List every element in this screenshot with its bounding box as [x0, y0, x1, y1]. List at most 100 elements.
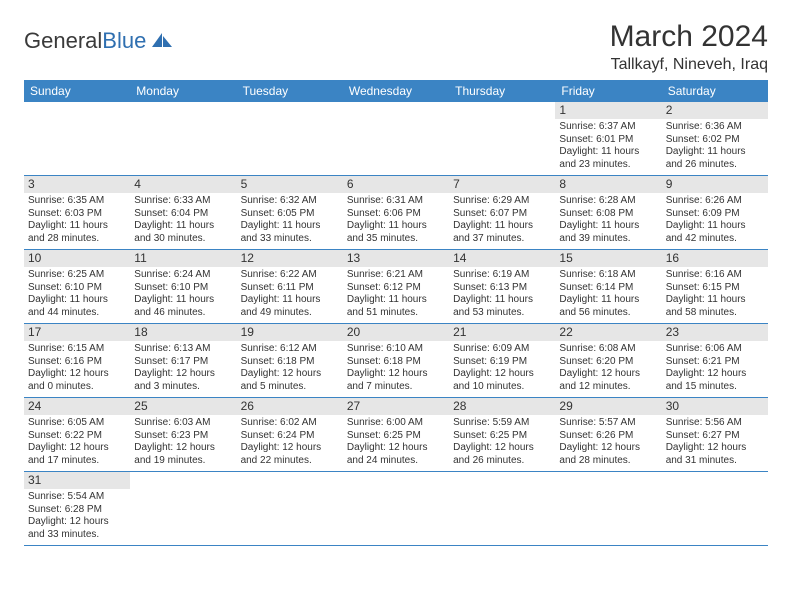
day-number: 12 [237, 250, 343, 267]
day-number: 3 [24, 176, 130, 193]
logo-text-2: Blue [102, 28, 146, 54]
day-details: Sunrise: 6:12 AMSunset: 6:18 PMDaylight:… [241, 343, 339, 393]
day-number: 14 [449, 250, 555, 267]
day-number: 16 [662, 250, 768, 267]
day-details: Sunrise: 6:37 AMSunset: 6:01 PMDaylight:… [559, 121, 657, 171]
calendar-day-cell: 13 Sunrise: 6:21 AMSunset: 6:12 PMDayligh… [343, 250, 449, 324]
calendar-week-row: 31Sunrise: 5:54 AMSunset: 6:28 PMDayligh… [24, 472, 768, 546]
calendar-day-cell: 26Sunrise: 6:02 AMSunset: 6:24 PMDayligh… [237, 398, 343, 472]
day-number: 8 [555, 176, 661, 193]
day-details: Sunrise: 5:57 AMSunset: 6:26 PMDaylight:… [559, 417, 657, 467]
day-number: 15 [555, 250, 661, 267]
calendar-empty-cell [237, 102, 343, 176]
calendar-empty-cell [130, 472, 236, 546]
calendar-week-row: 3 Sunrise: 6:35 AMSunset: 6:03 PMDaylight… [24, 176, 768, 250]
calendar-day-cell: 24 Sunrise: 6:05 AMSunset: 6:22 PMDayligh… [24, 398, 130, 472]
calendar-day-cell: 15 Sunrise: 6:18 AMSunset: 6:14 PMDayligh… [555, 250, 661, 324]
location: Tallkayf, Nineveh, Iraq [610, 56, 768, 74]
day-details: Sunrise: 6:00 AMSunset: 6:25 PMDaylight:… [347, 417, 445, 467]
day-details: Sunrise: 6:05 AMSunset: 6:22 PMDaylight:… [28, 417, 126, 467]
day-details: Sunrise: 6:32 AMSunset: 6:05 PMDaylight:… [241, 195, 339, 245]
calendar-week-row: 10 Sunrise: 6:25 AMSunset: 6:10 PMDayligh… [24, 250, 768, 324]
calendar-day-cell: 19 Sunrise: 6:12 AMSunset: 6:18 PMDayligh… [237, 324, 343, 398]
calendar-day-cell: 23 Sunrise: 6:06 AMSunset: 6:21 PMDayligh… [662, 324, 768, 398]
calendar-empty-cell [662, 472, 768, 546]
day-details: Sunrise: 6:21 AMSunset: 6:12 PMDaylight:… [347, 269, 445, 319]
logo-sail-icon [150, 31, 174, 49]
calendar-day-cell: 6Sunrise: 6:31 AMSunset: 6:06 PMDaylight… [343, 176, 449, 250]
day-number: 4 [130, 176, 236, 193]
day-details: Sunrise: 6:09 AMSunset: 6:19 PMDaylight:… [453, 343, 551, 393]
day-number: 6 [343, 176, 449, 193]
title-block: March 2024 Tallkayf, Nineveh, Iraq [610, 20, 768, 74]
calendar-week-row: 1 Sunrise: 6:37 AMSunset: 6:01 PMDaylight… [24, 102, 768, 176]
calendar-empty-cell [237, 472, 343, 546]
weekday-header: Wednesday [343, 80, 449, 102]
calendar-day-cell: 7 Sunrise: 6:29 AMSunset: 6:07 PMDaylight… [449, 176, 555, 250]
day-number: 24 [24, 398, 130, 415]
calendar-empty-cell [343, 102, 449, 176]
calendar-day-cell: 16 Sunrise: 6:16 AMSunset: 6:15 PMDayligh… [662, 250, 768, 324]
calendar-empty-cell [24, 102, 130, 176]
day-details: Sunrise: 6:18 AMSunset: 6:14 PMDaylight:… [559, 269, 657, 319]
day-number: 1 [555, 102, 661, 119]
calendar-day-cell: 9Sunrise: 6:26 AMSunset: 6:09 PMDaylight… [662, 176, 768, 250]
day-number: 21 [449, 324, 555, 341]
day-details: Sunrise: 6:28 AMSunset: 6:08 PMDaylight:… [559, 195, 657, 245]
day-details: Sunrise: 6:35 AMSunset: 6:03 PMDaylight:… [28, 195, 126, 245]
calendar-day-cell: 28 Sunrise: 5:59 AMSunset: 6:25 PMDayligh… [449, 398, 555, 472]
calendar-day-cell: 4Sunrise: 6:33 AMSunset: 6:04 PMDaylight… [130, 176, 236, 250]
calendar-week-row: 17Sunrise: 6:15 AMSunset: 6:16 PMDayligh… [24, 324, 768, 398]
calendar-day-cell: 5Sunrise: 6:32 AMSunset: 6:05 PMDaylight… [237, 176, 343, 250]
day-details: Sunrise: 5:56 AMSunset: 6:27 PMDaylight:… [666, 417, 764, 467]
day-number: 2 [662, 102, 768, 119]
day-details: Sunrise: 6:29 AMSunset: 6:07 PMDaylight:… [453, 195, 551, 245]
day-details: Sunrise: 6:03 AMSunset: 6:23 PMDaylight:… [134, 417, 232, 467]
day-details: Sunrise: 6:06 AMSunset: 6:21 PMDaylight:… [666, 343, 764, 393]
calendar-day-cell: 20Sunrise: 6:10 AMSunset: 6:18 PMDayligh… [343, 324, 449, 398]
calendar-day-cell: 31Sunrise: 5:54 AMSunset: 6:28 PMDayligh… [24, 472, 130, 546]
day-number: 30 [662, 398, 768, 415]
day-number: 23 [662, 324, 768, 341]
day-details: Sunrise: 5:59 AMSunset: 6:25 PMDaylight:… [453, 417, 551, 467]
logo-text-1: General [24, 28, 102, 54]
weekday-header: Monday [130, 80, 236, 102]
day-number: 7 [449, 176, 555, 193]
calendar-empty-cell [343, 472, 449, 546]
calendar-day-cell: 10 Sunrise: 6:25 AMSunset: 6:10 PMDayligh… [24, 250, 130, 324]
calendar-empty-cell [555, 472, 661, 546]
day-details: Sunrise: 6:25 AMSunset: 6:10 PMDaylight:… [28, 269, 126, 319]
calendar-empty-cell [449, 472, 555, 546]
weekday-header-row: SundayMondayTuesdayWednesdayThursdayFrid… [24, 80, 768, 102]
day-details: Sunrise: 6:16 AMSunset: 6:15 PMDaylight:… [666, 269, 764, 319]
day-number: 13 [343, 250, 449, 267]
day-details: Sunrise: 6:19 AMSunset: 6:13 PMDaylight:… [453, 269, 551, 319]
calendar-table: SundayMondayTuesdayWednesdayThursdayFrid… [24, 80, 768, 546]
day-number: 10 [24, 250, 130, 267]
header: GeneralBlue March 2024 Tallkayf, Nineveh… [24, 20, 768, 74]
day-number: 27 [343, 398, 449, 415]
calendar-day-cell: 22Sunrise: 6:08 AMSunset: 6:20 PMDayligh… [555, 324, 661, 398]
day-details: Sunrise: 6:36 AMSunset: 6:02 PMDaylight:… [666, 121, 764, 171]
day-number: 28 [449, 398, 555, 415]
calendar-day-cell: 30 Sunrise: 5:56 AMSunset: 6:27 PMDayligh… [662, 398, 768, 472]
day-number: 22 [555, 324, 661, 341]
calendar-day-cell: 2 Sunrise: 6:36 AMSunset: 6:02 PMDaylight… [662, 102, 768, 176]
day-number: 9 [662, 176, 768, 193]
weekday-header: Sunday [24, 80, 130, 102]
day-number: 29 [555, 398, 661, 415]
calendar-day-cell: 8 Sunrise: 6:28 AMSunset: 6:08 PMDaylight… [555, 176, 661, 250]
day-number: 19 [237, 324, 343, 341]
calendar-day-cell: 11Sunrise: 6:24 AMSunset: 6:10 PMDayligh… [130, 250, 236, 324]
day-number: 20 [343, 324, 449, 341]
calendar-empty-cell [130, 102, 236, 176]
calendar-day-cell: 14 Sunrise: 6:19 AMSunset: 6:13 PMDayligh… [449, 250, 555, 324]
day-details: Sunrise: 6:22 AMSunset: 6:11 PMDaylight:… [241, 269, 339, 319]
calendar-day-cell: 1 Sunrise: 6:37 AMSunset: 6:01 PMDaylight… [555, 102, 661, 176]
day-number: 26 [237, 398, 343, 415]
weekday-header: Friday [555, 80, 661, 102]
calendar-week-row: 24 Sunrise: 6:05 AMSunset: 6:22 PMDayligh… [24, 398, 768, 472]
day-number: 18 [130, 324, 236, 341]
day-details: Sunrise: 6:24 AMSunset: 6:10 PMDaylight:… [134, 269, 232, 319]
weekday-header: Saturday [662, 80, 768, 102]
